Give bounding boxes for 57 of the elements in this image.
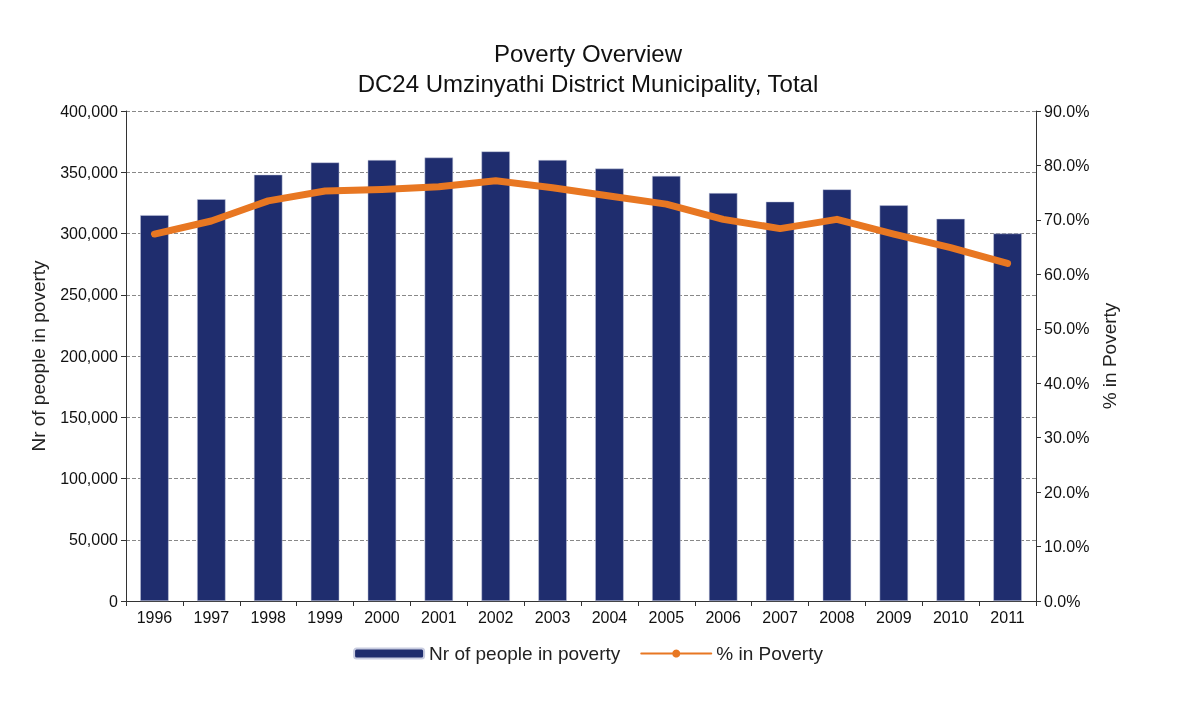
y2-tick-label: 90.0% bbox=[1044, 102, 1090, 120]
x-tick-label: 1999 bbox=[307, 608, 343, 626]
bar bbox=[765, 201, 795, 601]
x-tick-label: 2007 bbox=[762, 608, 798, 626]
x-tick-label: 2005 bbox=[648, 608, 685, 626]
y-tick-label: 150,000 bbox=[60, 408, 119, 426]
y2-tick-label: 60.0% bbox=[1044, 265, 1090, 283]
y-tick-label: 0 bbox=[109, 592, 119, 610]
x-tick-label: 2002 bbox=[477, 608, 514, 626]
x-tick-label: 1998 bbox=[250, 608, 287, 626]
bar bbox=[538, 160, 567, 601]
bar bbox=[936, 218, 965, 601]
bar bbox=[310, 162, 340, 601]
y2-tick-label: 70.0% bbox=[1044, 211, 1090, 229]
y2-tick-label: 40.0% bbox=[1044, 374, 1090, 392]
bar bbox=[481, 151, 510, 601]
bar bbox=[197, 199, 226, 601]
y2-tick-label: 20.0% bbox=[1044, 483, 1090, 501]
y2-tick-label: 0.0% bbox=[1044, 592, 1081, 610]
y2-tick-label: 80.0% bbox=[1044, 156, 1090, 174]
legend-label: Nr of people in poverty bbox=[429, 643, 621, 664]
bar bbox=[879, 205, 909, 601]
x-tick-label: 2006 bbox=[705, 608, 742, 626]
bar bbox=[822, 189, 852, 601]
chart-subtitle: DC24 Umzinyathi District Municipality, Total bbox=[357, 69, 819, 97]
bar bbox=[140, 215, 169, 601]
chart-title: Poverty Overview bbox=[493, 39, 683, 67]
y-tick-label: 300,000 bbox=[60, 225, 119, 242]
y-tick-label: 200,000 bbox=[60, 347, 119, 365]
y-tick-label: 100,000 bbox=[60, 470, 119, 487]
x-tick-label: 2001 bbox=[421, 608, 457, 626]
bar bbox=[652, 175, 681, 601]
y-tick-label: 50,000 bbox=[69, 531, 119, 549]
x-tick-label: 2003 bbox=[534, 608, 571, 626]
x-tick-label: 2011 bbox=[990, 608, 1025, 626]
x-tick-label: 1996 bbox=[136, 608, 173, 626]
legend-label: % in Poverty bbox=[716, 643, 824, 664]
x-tick-label: 2000 bbox=[364, 608, 400, 626]
bar bbox=[993, 233, 1022, 601]
y2-tick-label: 30.0% bbox=[1044, 429, 1090, 447]
y2-axis-title: % in Poverty bbox=[1099, 302, 1121, 410]
y-tick-label: 350,000 bbox=[60, 163, 119, 181]
x-tick-label: 2004 bbox=[591, 608, 628, 626]
y-tick-label: 400,000 bbox=[60, 102, 119, 120]
bar bbox=[253, 174, 283, 601]
bar bbox=[424, 157, 454, 601]
y-tick-label: 250,000 bbox=[60, 286, 119, 304]
y2-tick-label: 50.0% bbox=[1044, 320, 1090, 338]
x-tick-label: 2010 bbox=[932, 608, 969, 626]
bar bbox=[595, 168, 624, 601]
x-tick-label: 1997 bbox=[193, 608, 230, 626]
x-tick-label: 2009 bbox=[876, 608, 912, 626]
bar bbox=[708, 193, 738, 601]
y-axis-title: Nr of people in poverty bbox=[28, 259, 49, 452]
bar bbox=[367, 160, 397, 601]
x-tick-label: 2008 bbox=[819, 608, 855, 626]
y2-tick-label: 10.0% bbox=[1044, 538, 1090, 556]
